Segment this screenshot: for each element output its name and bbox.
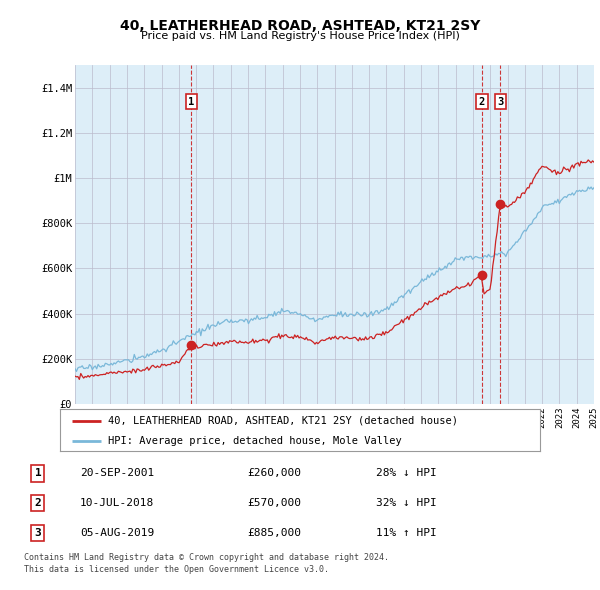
- Text: 32% ↓ HPI: 32% ↓ HPI: [376, 499, 436, 508]
- Text: Contains HM Land Registry data © Crown copyright and database right 2024.: Contains HM Land Registry data © Crown c…: [24, 553, 389, 562]
- Text: £570,000: £570,000: [247, 499, 301, 508]
- Text: HPI: Average price, detached house, Mole Valley: HPI: Average price, detached house, Mole…: [108, 436, 402, 445]
- Text: £885,000: £885,000: [247, 528, 301, 538]
- Text: Price paid vs. HM Land Registry's House Price Index (HPI): Price paid vs. HM Land Registry's House …: [140, 31, 460, 41]
- Text: 20-SEP-2001: 20-SEP-2001: [80, 468, 154, 478]
- Text: 1: 1: [35, 468, 41, 478]
- Text: This data is licensed under the Open Government Licence v3.0.: This data is licensed under the Open Gov…: [24, 565, 329, 573]
- Text: £260,000: £260,000: [247, 468, 301, 478]
- Text: 3: 3: [497, 97, 503, 107]
- Text: 05-AUG-2019: 05-AUG-2019: [80, 528, 154, 538]
- Text: 10-JUL-2018: 10-JUL-2018: [80, 499, 154, 508]
- Text: 28% ↓ HPI: 28% ↓ HPI: [376, 468, 436, 478]
- Text: 1: 1: [188, 97, 194, 107]
- Text: 40, LEATHERHEAD ROAD, ASHTEAD, KT21 2SY: 40, LEATHERHEAD ROAD, ASHTEAD, KT21 2SY: [120, 19, 480, 33]
- Text: 11% ↑ HPI: 11% ↑ HPI: [376, 528, 436, 538]
- Text: 2: 2: [479, 97, 485, 107]
- Text: 3: 3: [35, 528, 41, 538]
- Text: 40, LEATHERHEAD ROAD, ASHTEAD, KT21 2SY (detached house): 40, LEATHERHEAD ROAD, ASHTEAD, KT21 2SY …: [108, 416, 458, 426]
- Text: 2: 2: [35, 499, 41, 508]
